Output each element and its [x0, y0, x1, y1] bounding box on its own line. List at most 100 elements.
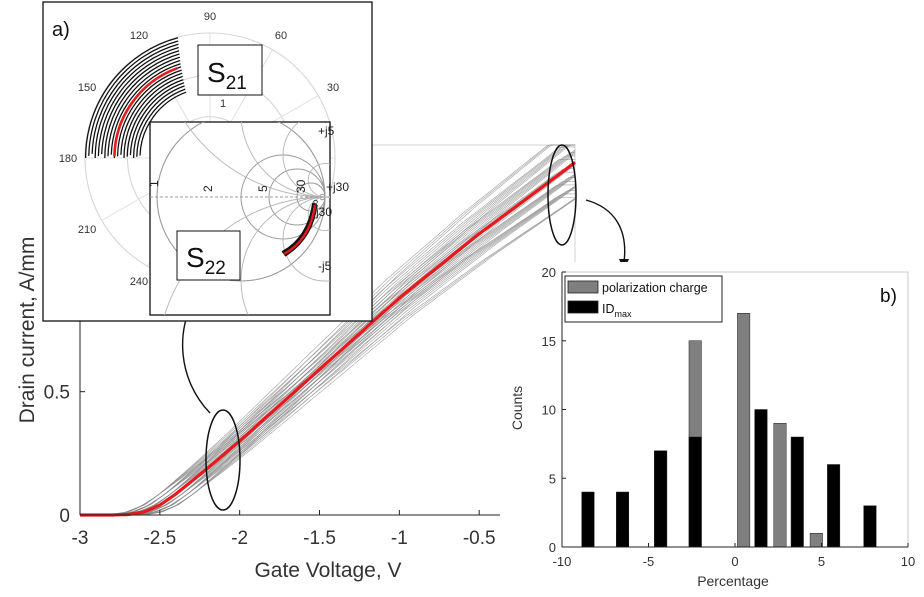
hist-x-tick-label: 0 [731, 554, 738, 569]
legend-label-polarization-charge: polarization charge [602, 281, 708, 295]
s21-label-box: S21 [197, 44, 263, 96]
spread-trace-line [80, 144, 575, 516]
s21-arc [110, 63, 181, 155]
smith-tick-label: 5 [256, 185, 270, 192]
smith-tick-label: 1 [147, 180, 161, 187]
s21-label-sub: 21 [226, 73, 247, 94]
x-tick-label: -2 [231, 528, 248, 549]
legend-swatch-polarization-charge [567, 280, 599, 294]
smith-tick-label: 2 [201, 185, 215, 192]
s21-arc [116, 69, 182, 157]
s21-arc [139, 91, 187, 156]
s21-label-main: S [207, 57, 226, 88]
main-plot: -3 -2.5 -2 -1.5 -1 -0.5 00.5 Gate Voltage, V … [16, 144, 629, 582]
legend-label-idmax-sub: max [615, 309, 633, 319]
svg-text:IDmax: IDmax [602, 302, 632, 319]
bar-idmax [581, 491, 595, 548]
spread-trace-line [80, 153, 576, 516]
s21-arc [136, 88, 186, 157]
bar-idmax [790, 436, 804, 548]
s21-arc [91, 43, 179, 154]
s21-arc [94, 46, 179, 159]
s22-arc [284, 204, 318, 257]
hist-y-axis-label: Counts [509, 386, 525, 430]
x-tick-label: -3 [72, 528, 89, 549]
x-tick-label: -1 [391, 528, 408, 549]
s21-arc [132, 85, 185, 159]
main-y-axis-label: Drain current, A/mm [16, 237, 39, 424]
histogram-bars [581, 313, 877, 548]
s21-arc [123, 75, 183, 159]
s21-trace-arcs [84, 37, 187, 159]
hist-x-tick-label: -10 [553, 554, 572, 569]
polar-angle-labels: 90 60 30 120 150 180 210 240 [59, 11, 339, 288]
main-x-axis-label: Gate Voltage, V [254, 559, 401, 582]
polar-angle-label: 60 [275, 30, 287, 42]
smith-chart: 1 2 5 30∞ +j5 +j30 -j30 -j5 [147, 122, 349, 315]
svg-text:S22: S22 [186, 242, 226, 279]
bar-polarization-charge [773, 423, 787, 548]
polar-angle-label: 180 [59, 153, 77, 165]
x-tick-label: -2.5 [143, 528, 176, 549]
x-tick-label: -0.5 [463, 528, 496, 549]
main-y-ticks: 00.5 [44, 383, 85, 527]
y-tick-label: 0 [59, 506, 70, 527]
y-tick-label: 0.5 [44, 383, 70, 404]
smith-reactance-arc [307, 196, 330, 232]
s22-smith-frame [149, 121, 331, 316]
hist-y-tick-label: 10 [542, 403, 556, 418]
s21-arc [126, 78, 184, 157]
hist-x-tick-label: -5 [643, 554, 655, 569]
polar-angle-label: 210 [78, 224, 96, 236]
nominal-trace-line [80, 161, 576, 517]
s21-arc [120, 72, 183, 155]
s22-nominal-arc [283, 204, 317, 256]
s22-arc [281, 202, 314, 253]
s22-label-sub: 22 [205, 258, 226, 279]
hist-x-ticks: -10 -5 0 5 10 [553, 543, 915, 569]
smith-tick-label: ∞ [308, 199, 322, 208]
callout-arrow-to-panel-b [585, 199, 626, 263]
main-series-lines [80, 144, 576, 517]
polar-angle-label: 120 [130, 30, 148, 42]
polar-angle-label: 90 [204, 11, 216, 23]
inset-panel-a: 90 60 30 120 150 180 210 240 1 1 2 5 30∞ +j5 +j30 -j3… [42, 1, 373, 322]
hist-x-axis-label: Percentage [697, 573, 769, 589]
smith-tick-label: 30 [294, 179, 308, 193]
smith-tick-label: +j5 [318, 124, 335, 138]
hist-x-tick-label: 5 [818, 554, 825, 569]
s22-label-box: S22 [176, 230, 241, 281]
s21-arc [107, 59, 181, 157]
s21-arc [129, 82, 185, 156]
high-voltage-callout-ellipse [547, 144, 577, 246]
polar-radial-tick: 1 [220, 98, 226, 110]
s21-nominal-arc [113, 66, 178, 157]
hist-y-ticks: 0 5 10 15 20 [542, 265, 566, 555]
legend-label-idmax-main: ID [602, 302, 615, 316]
smith-tick-label: -j30 [312, 205, 332, 219]
polar-angle-label: 150 [78, 82, 96, 94]
bar-idmax [688, 436, 702, 548]
hist-y-tick-label: 5 [549, 471, 556, 486]
polar-angle-label: 240 [130, 276, 148, 288]
hist-y-tick-label: 0 [549, 540, 556, 555]
panel-a-label: a) [52, 19, 70, 41]
bar-idmax [863, 505, 877, 548]
hist-y-tick-label: 20 [542, 265, 556, 280]
hist-y-tick-label: 15 [542, 334, 556, 349]
bar-idmax [754, 409, 768, 548]
smith-tick-label: +j30 [326, 180, 349, 194]
bar-idmax [654, 450, 668, 548]
s21-arc [97, 50, 180, 157]
s21-arc [84, 37, 179, 159]
legend-swatch-idmax [567, 300, 599, 314]
bar-polarization-charge [737, 313, 751, 548]
spread-trace-line [80, 144, 575, 516]
main-x-ticks: -3 -2.5 -2 -1.5 -1 -0.5 [72, 510, 496, 549]
smith-tick-label: -j5 [318, 259, 332, 273]
s22-arc [282, 203, 315, 254]
panel-b-label: b) [880, 286, 897, 307]
s22-label-main: S [186, 242, 205, 273]
